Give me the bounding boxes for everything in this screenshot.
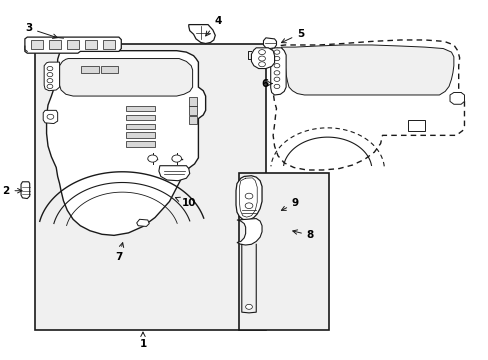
Text: 8: 8 bbox=[292, 230, 313, 240]
Circle shape bbox=[273, 84, 279, 89]
Circle shape bbox=[258, 56, 265, 61]
Polygon shape bbox=[137, 219, 149, 226]
Circle shape bbox=[47, 72, 53, 77]
Circle shape bbox=[244, 193, 252, 199]
Circle shape bbox=[273, 77, 279, 81]
Text: 10: 10 bbox=[175, 197, 196, 208]
Polygon shape bbox=[60, 59, 192, 96]
Polygon shape bbox=[188, 106, 197, 114]
Circle shape bbox=[47, 66, 53, 71]
Polygon shape bbox=[101, 66, 118, 73]
Polygon shape bbox=[126, 106, 155, 111]
Polygon shape bbox=[46, 51, 205, 235]
Polygon shape bbox=[270, 48, 285, 95]
Polygon shape bbox=[407, 120, 424, 131]
Polygon shape bbox=[188, 24, 215, 44]
Polygon shape bbox=[251, 48, 274, 68]
Circle shape bbox=[244, 203, 252, 208]
Circle shape bbox=[245, 304, 252, 309]
Polygon shape bbox=[126, 132, 155, 138]
Text: 9: 9 bbox=[281, 198, 299, 210]
Polygon shape bbox=[159, 166, 189, 181]
Circle shape bbox=[47, 84, 53, 89]
Polygon shape bbox=[85, 40, 97, 49]
Polygon shape bbox=[126, 114, 155, 120]
Polygon shape bbox=[236, 176, 262, 220]
Circle shape bbox=[47, 78, 53, 83]
Polygon shape bbox=[273, 40, 464, 170]
Polygon shape bbox=[126, 123, 155, 129]
Circle shape bbox=[273, 57, 279, 61]
Text: 5: 5 bbox=[281, 28, 304, 43]
Text: 6: 6 bbox=[261, 78, 271, 89]
Circle shape bbox=[273, 64, 279, 68]
Polygon shape bbox=[103, 40, 115, 49]
Polygon shape bbox=[81, 66, 99, 73]
Polygon shape bbox=[281, 45, 453, 95]
Circle shape bbox=[258, 62, 265, 67]
Polygon shape bbox=[263, 38, 276, 49]
Circle shape bbox=[47, 114, 54, 119]
Text: 4: 4 bbox=[205, 16, 221, 36]
Text: 1: 1 bbox=[139, 332, 146, 349]
Polygon shape bbox=[44, 62, 60, 91]
Text: 7: 7 bbox=[115, 243, 123, 262]
Text: 3: 3 bbox=[25, 23, 57, 39]
Polygon shape bbox=[237, 219, 262, 245]
Circle shape bbox=[147, 155, 157, 162]
Circle shape bbox=[172, 155, 181, 162]
Circle shape bbox=[273, 71, 279, 75]
Polygon shape bbox=[67, 40, 79, 49]
Polygon shape bbox=[49, 40, 61, 49]
Polygon shape bbox=[188, 116, 197, 124]
FancyBboxPatch shape bbox=[35, 44, 265, 330]
Polygon shape bbox=[21, 182, 30, 199]
Polygon shape bbox=[126, 141, 155, 147]
Polygon shape bbox=[188, 97, 197, 106]
Polygon shape bbox=[31, 40, 42, 49]
Polygon shape bbox=[449, 93, 464, 104]
Circle shape bbox=[273, 50, 279, 54]
Text: 2: 2 bbox=[2, 186, 22, 196]
FancyBboxPatch shape bbox=[239, 173, 328, 330]
Polygon shape bbox=[25, 37, 121, 53]
Circle shape bbox=[258, 50, 265, 55]
Polygon shape bbox=[43, 111, 58, 123]
